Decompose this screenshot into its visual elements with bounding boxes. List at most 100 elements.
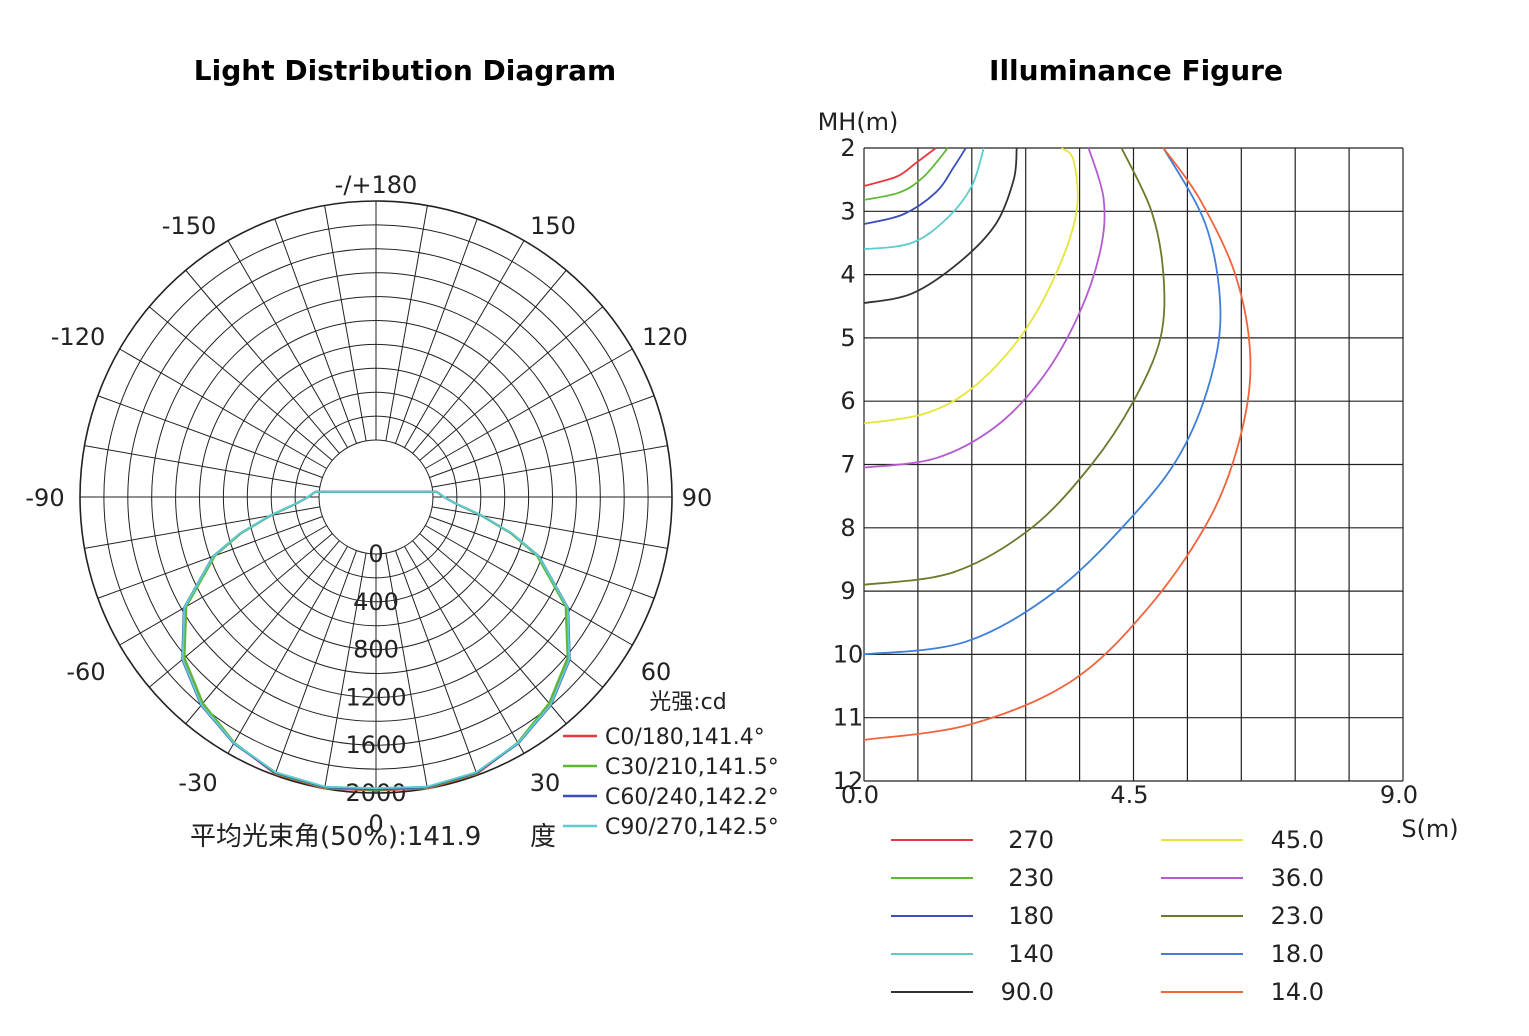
polar-grid-spoke [419, 306, 604, 461]
polar-radial-label: 400 [353, 588, 399, 616]
polar-chart: -/+180 150 120 90 60 30 0 -30 -60 -90 -120 -150 0 400… [25, 171, 778, 852]
polar-grid-spoke [412, 540, 567, 725]
illum-legend-label: 230 [1008, 864, 1054, 892]
illum-x-tick-label: 9.0 [1380, 781, 1418, 809]
polar-grid-spoke [227, 240, 348, 448]
polar-legend-label: C0/180,141.4° [605, 725, 765, 750]
illum-contour-line [863, 147, 1018, 304]
illuminance-chart-title: Illuminance Figure [989, 54, 1283, 87]
illum-legend-label: 270 [1008, 826, 1054, 854]
polar-grid-spoke [97, 516, 323, 599]
polar-grid-spoke [425, 525, 633, 646]
polar-radial-label: 800 [353, 636, 399, 664]
polar-chart-title: Light Distribution Diagram [194, 54, 616, 87]
illum-legend-label: 14.0 [1271, 978, 1324, 1006]
illum-legend-label: 90.0 [1001, 978, 1054, 1006]
illum-y-tick-label: 4 [840, 261, 855, 289]
polar-angle-label: -90 [25, 484, 64, 512]
beam-angle-unit: 度 [530, 822, 556, 852]
illum-x-tick-label: 0.0 [841, 781, 879, 809]
polar-grid-spoke [119, 348, 327, 469]
illum-y-tick-label: 5 [840, 324, 855, 352]
illum-y-tick-label: 6 [840, 387, 855, 415]
illum-contour-line [863, 147, 1106, 469]
polar-grid-spoke [97, 395, 323, 478]
polar-grid-spoke [429, 395, 655, 478]
polar-grid-spoke [185, 540, 340, 725]
illuminance-chart: MH(m) S(m) 2 3 4 5 6 7 8 9 10 11 120.0 4.5 9.0 270 230 18… [818, 108, 1459, 1006]
illum-y-tick-label: 10 [833, 640, 864, 668]
polar-grid-spoke [419, 533, 604, 688]
polar-grid-spoke [119, 525, 327, 646]
illum-y-tick-label: 8 [840, 514, 855, 542]
polar-legend-label: C90/270,142.5° [605, 815, 779, 840]
illum-contour-line [863, 147, 1079, 425]
illum-y-tick-label: 11 [833, 704, 864, 732]
polar-angle-label: -60 [66, 658, 105, 686]
illum-y-axis-label: MH(m) [818, 108, 899, 136]
polar-grid-spoke [395, 550, 478, 776]
illum-y-tick-label: 12 [833, 767, 864, 795]
illum-contour-line [863, 147, 1222, 656]
polar-grid-spoke [432, 445, 668, 488]
polar-angle-label: -120 [51, 323, 105, 351]
illum-contour-line [863, 147, 937, 187]
polar-grid-spoke [385, 553, 428, 789]
polar-grid-spoke [432, 506, 668, 549]
polar-angle-label: 90 [682, 484, 713, 512]
polar-radial-label: 0 [368, 540, 383, 568]
illum-contour-line [863, 147, 967, 225]
polar-grid-spoke [412, 269, 567, 454]
polar-grid-spoke [324, 205, 367, 441]
polar-angle-label: -30 [178, 769, 217, 797]
polar-radial-label: 2000 [345, 779, 406, 807]
polar-angle-label: 150 [530, 212, 576, 240]
illum-legend-label: 36.0 [1271, 864, 1324, 892]
illum-x-tick-label: 4.5 [1110, 781, 1148, 809]
polar-grid-spoke [148, 533, 333, 688]
polar-angle-label: -150 [162, 212, 216, 240]
illum-y-tick-label: 9 [840, 577, 855, 605]
polar-angle-label: 60 [641, 658, 672, 686]
illum-legend-label: 140 [1008, 940, 1054, 968]
polar-series-curve [181, 490, 571, 790]
illum-contour-line [863, 147, 1166, 586]
polar-grid-spoke [404, 546, 525, 754]
polar-grid-ring [318, 439, 434, 555]
polar-grid-spoke [404, 240, 525, 448]
illum-y-tick-label: 3 [840, 197, 855, 225]
polar-angle-label: -/+180 [335, 171, 418, 199]
illum-contour-line [863, 147, 985, 251]
illum-contour-line [863, 147, 949, 201]
illum-y-tick-label: 7 [840, 451, 855, 479]
polar-grid-spoke [324, 553, 367, 789]
illum-contour-line [863, 147, 1252, 741]
illum-y-tick-label: 2 [840, 134, 855, 162]
illum-legend-label: 23.0 [1271, 902, 1324, 930]
polar-grid-spoke [385, 205, 428, 441]
polar-grid-spoke [274, 550, 357, 776]
polar-grid-spoke [84, 506, 320, 549]
polar-legend-label: C60/240,142.2° [605, 785, 779, 810]
polar-legend-label: C30/210,141.5° [605, 755, 779, 780]
polar-grid-spoke [84, 445, 320, 488]
polar-radial-label: 1600 [345, 731, 406, 759]
polar-grid-spoke [429, 516, 655, 599]
polar-grid-spoke [395, 218, 478, 444]
polar-grid-spoke [148, 306, 333, 461]
beam-angle-text: 平均光束角(50%):141.9 [190, 822, 481, 852]
polar-grid-spoke [425, 348, 633, 469]
polar-unit-label: 光强:cd [649, 690, 726, 715]
polar-angle-label: 30 [530, 769, 561, 797]
polar-grid-spoke [274, 218, 357, 444]
polar-angle-label: 120 [642, 323, 688, 351]
polar-angle-label: 0 [368, 810, 383, 838]
polar-grid-spoke [185, 269, 340, 454]
illum-x-axis-label: S(m) [1401, 815, 1458, 843]
polar-grid-spoke [227, 546, 348, 754]
illum-legend-label: 45.0 [1271, 826, 1324, 854]
polar-radial-label: 1200 [345, 683, 406, 711]
illum-legend-label: 180 [1008, 902, 1054, 930]
illum-legend-label: 18.0 [1271, 940, 1324, 968]
